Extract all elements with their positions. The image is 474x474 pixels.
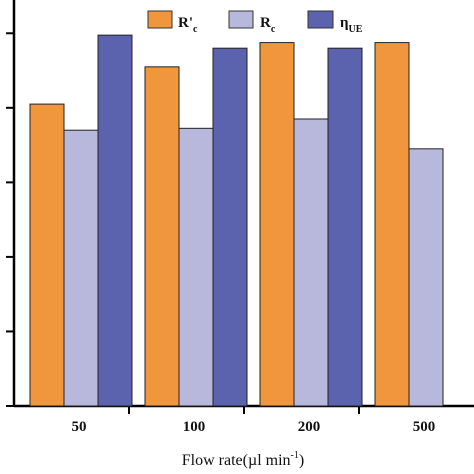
x-tick-label: 500 [413, 419, 436, 435]
x-tick-label: 200 [298, 419, 321, 435]
bar-ue-200 [327, 47, 363, 407]
legend-label-r-c: Rc [260, 15, 276, 35]
bar-rc-100 [144, 66, 180, 407]
legend-label-eta-ue: ηUE [340, 15, 363, 35]
bar-ue-100 [212, 47, 248, 407]
bars [29, 34, 444, 407]
bar-ue-50 [97, 34, 133, 407]
legend-swatch-eta-ue [307, 10, 334, 29]
x-tick-label: 50 [72, 419, 87, 435]
legend-label-r-prime-c: R'c [178, 15, 198, 35]
bar-rc-50 [63, 129, 99, 407]
legend-swatch-r-prime-c [147, 10, 173, 29]
bar-rc-200 [293, 118, 329, 407]
bar-rc-500 [408, 148, 444, 407]
bar-rc-500 [374, 42, 410, 407]
x-tick-label: 100 [183, 419, 206, 435]
bar-rc-200 [259, 42, 295, 407]
bar-rc-100 [178, 127, 214, 407]
legend-swatch-r-c [228, 10, 254, 29]
x-tick-labels: 50 100 200 500 [72, 419, 436, 435]
x-axis-title: Flow rate(µl min-1) [182, 450, 304, 469]
legend: R'c Rc ηUE [147, 10, 363, 35]
bar-rc-50 [29, 103, 65, 407]
